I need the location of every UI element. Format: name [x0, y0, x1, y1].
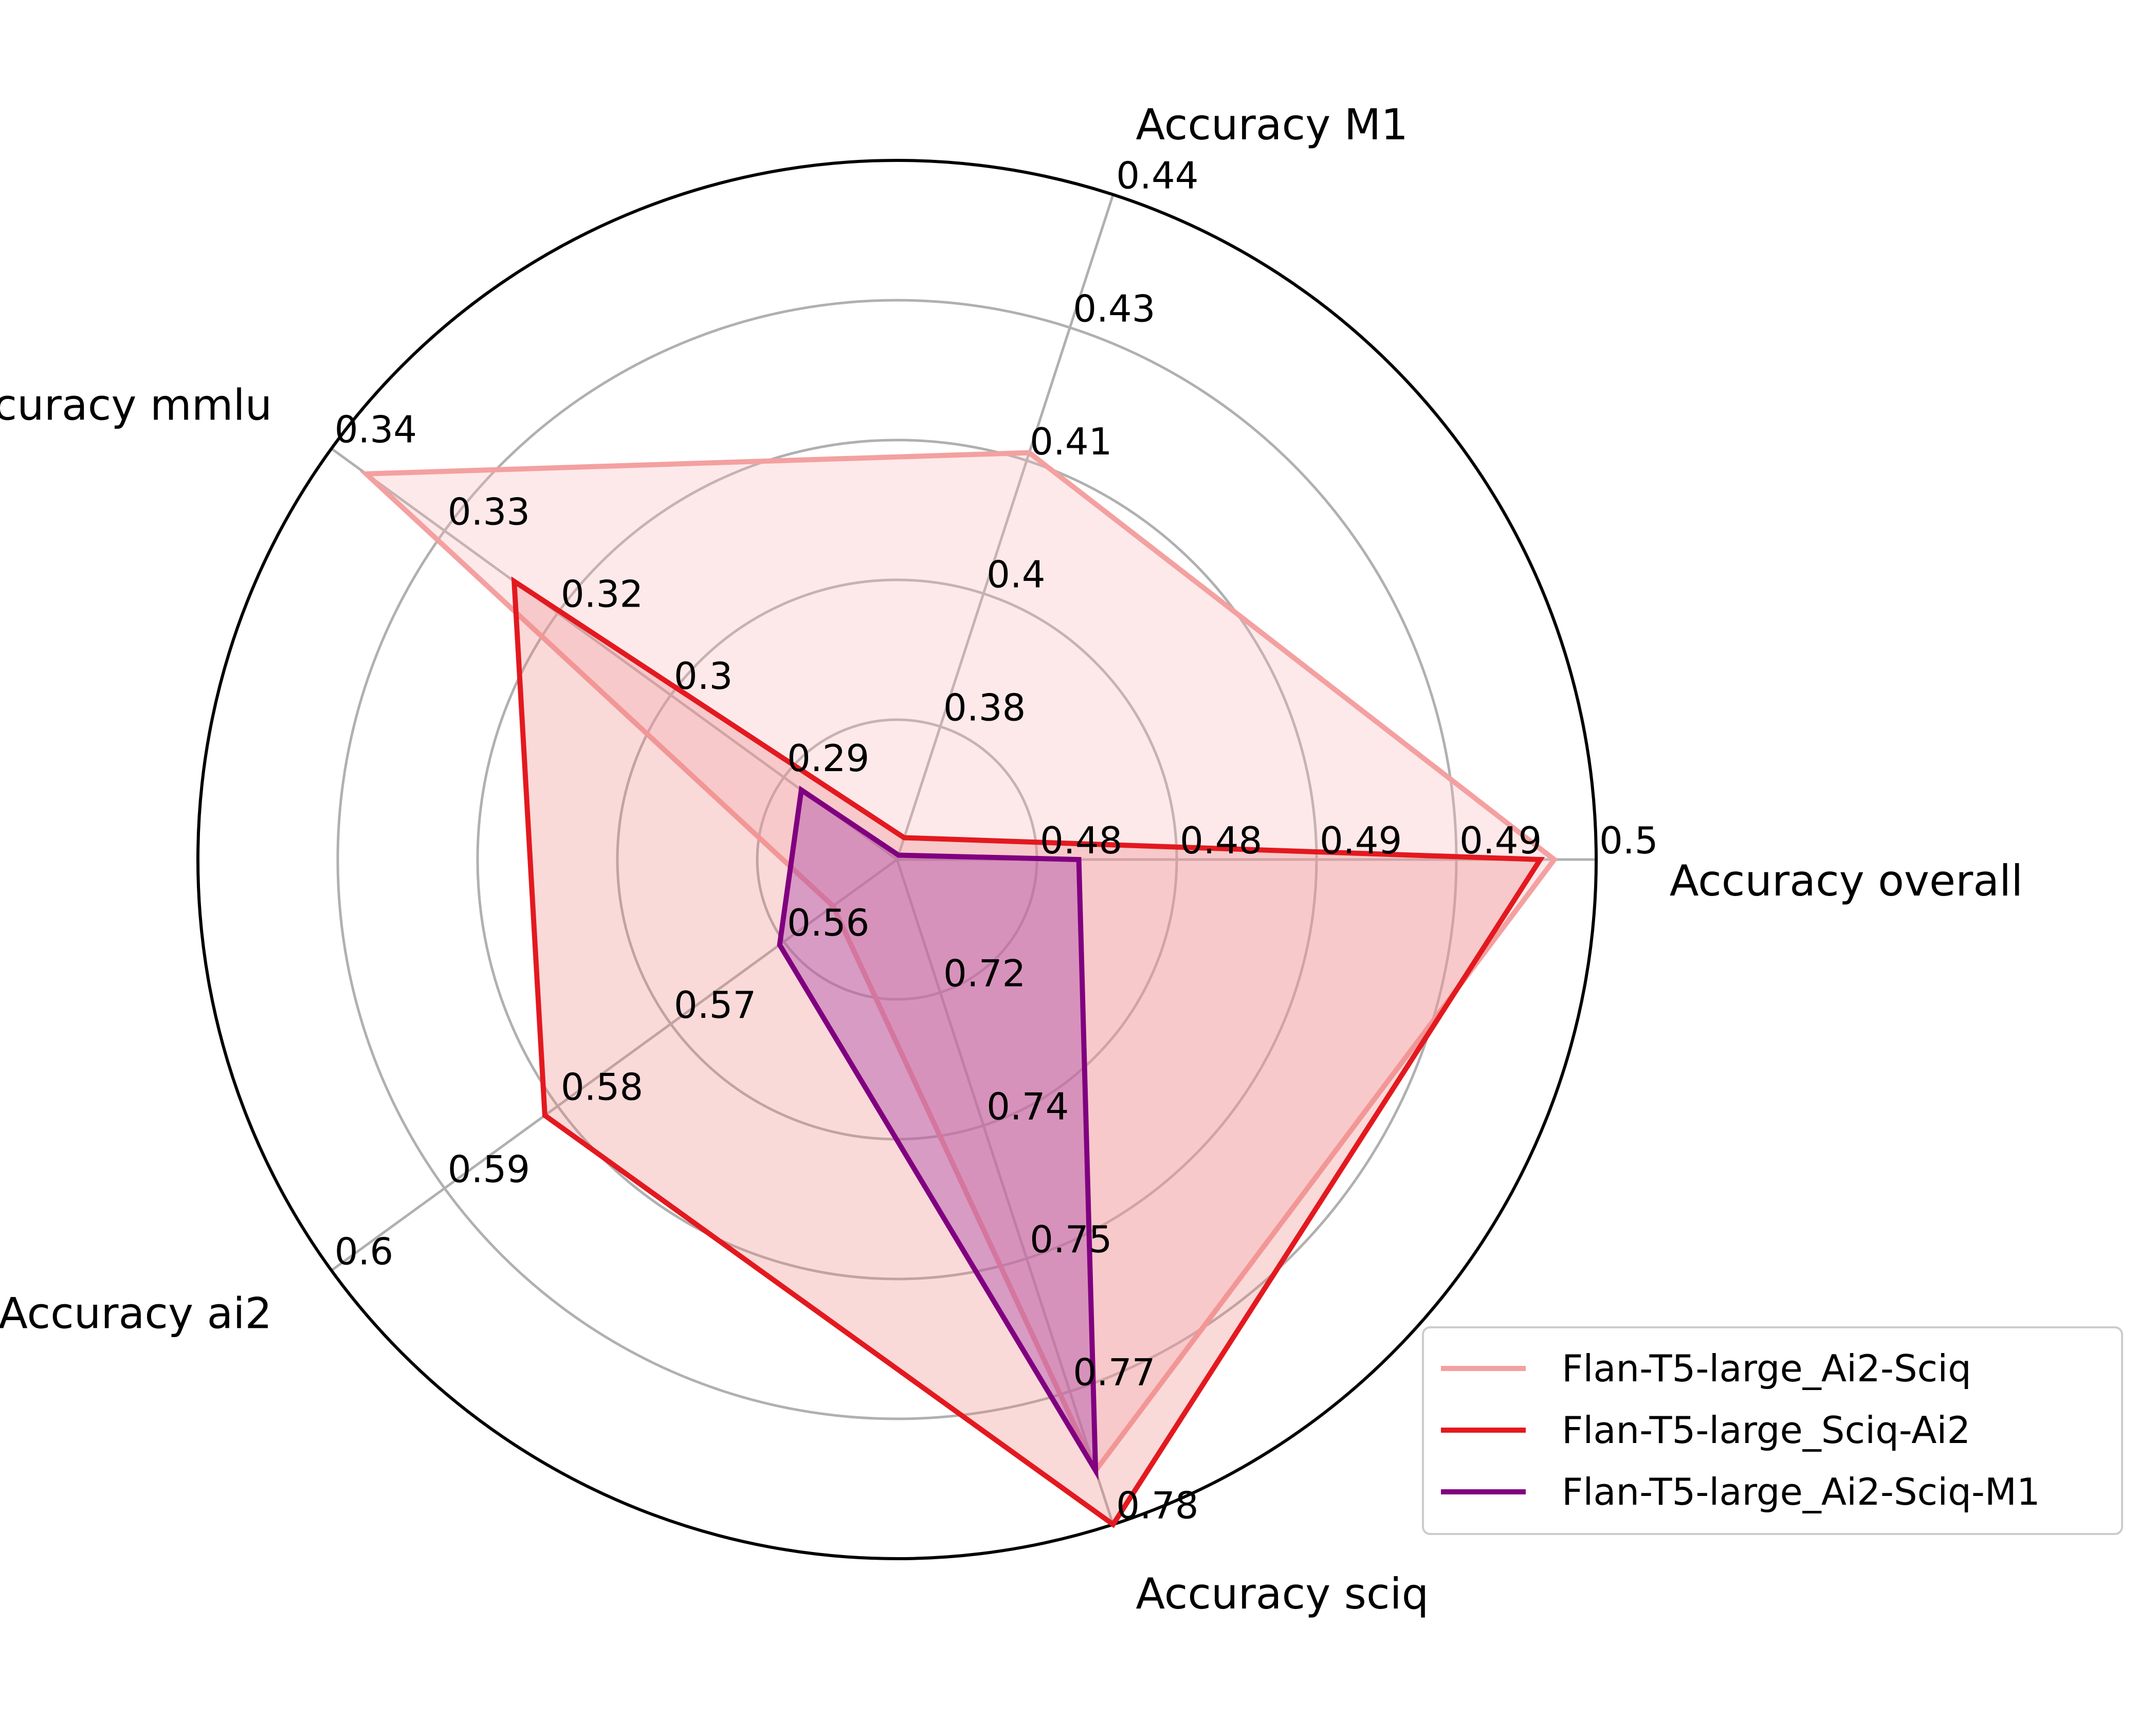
- tick-label: 0.48: [1040, 819, 1122, 862]
- series-fill-1: [366, 452, 1555, 1471]
- tick-label: 0.78: [1116, 1484, 1198, 1527]
- tick-label-layer: 0.48 0.48 0.49 0.49 0.5 0.38 0.4 0.41 0.43 0.44 0.…: [335, 154, 1658, 1527]
- tick-label: 0.74: [986, 1085, 1069, 1128]
- tick-label: 0.75: [1030, 1218, 1112, 1261]
- tick-label: 0.72: [943, 952, 1026, 995]
- tick-label: 0.77: [1073, 1351, 1155, 1394]
- spoke-4: [331, 858, 898, 1272]
- tick-label: 0.6: [335, 1230, 394, 1273]
- tick-label: 0.5: [1599, 819, 1658, 862]
- tick-label: 0.43: [1073, 287, 1155, 330]
- axis-title-layer: Accuracy overall Accuracy M1 Accuracy mmlu…: [0, 100, 2023, 1619]
- tick-label: 0.34: [335, 408, 417, 451]
- legend-frame: [1422, 1326, 2123, 1535]
- spoke-2: [896, 194, 1114, 860]
- axis-title: Accuracy ai2: [0, 1288, 272, 1338]
- axis-title: Accuracy mmlu: [0, 380, 272, 430]
- series-line-2: [511, 576, 1545, 1528]
- tick-label: 0.41: [1030, 420, 1112, 463]
- tick-label: 0.4: [986, 553, 1046, 596]
- legend: Flan-T5-large_Ai2-Sciq Flan-T5-large_Sciq…: [1422, 1326, 2123, 1535]
- series-line-3: [777, 786, 1099, 1481]
- series-fill-2: [514, 581, 1541, 1525]
- axis-title: Accuracy overall: [1670, 856, 2023, 906]
- outer-frame: [196, 159, 1598, 1560]
- tick-label: 0.32: [561, 572, 643, 615]
- series-line-1: [360, 450, 1558, 1476]
- series-fill-3: [779, 790, 1096, 1471]
- tick-label: 0.38: [943, 686, 1026, 729]
- tick-label: 0.49: [1459, 819, 1542, 862]
- axis-title: Accuracy M1: [1136, 100, 1408, 150]
- tick-label: 0.29: [787, 737, 869, 780]
- tick-label: 0.58: [561, 1066, 643, 1109]
- tick-label: 0.48: [1180, 819, 1262, 862]
- tick-label: 0.3: [674, 654, 733, 698]
- tick-label: 0.59: [448, 1148, 530, 1191]
- tick-label: 0.44: [1116, 154, 1198, 197]
- legend-label-3: Flan-T5-large_Ai2-Sciq-M1: [1562, 1470, 2040, 1513]
- series-layer: [360, 450, 1558, 1528]
- legend-label-2: Flan-T5-large_Sciq-Ai2: [1562, 1409, 1970, 1452]
- tick-label: 0.57: [674, 983, 756, 1027]
- tick-label: 0.33: [448, 490, 530, 533]
- legend-label-1: Flan-T5-large_Ai2-Sciq: [1562, 1347, 1971, 1390]
- tick-label: 0.49: [1320, 819, 1402, 862]
- spoke-5: [896, 859, 1114, 1525]
- axis-title: Accuracy sciq: [1136, 1569, 1429, 1619]
- tick-label: 0.56: [787, 901, 869, 944]
